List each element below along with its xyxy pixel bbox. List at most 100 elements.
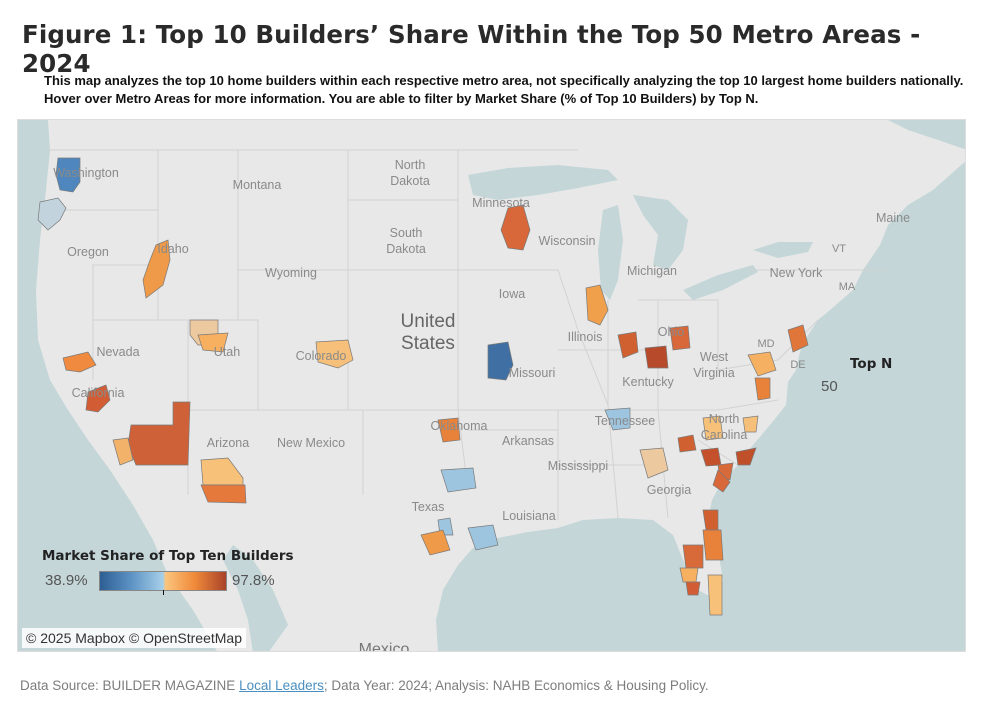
hudson-bay-inlet	[888, 120, 965, 150]
figure-title: Figure 1: Top 10 Builders’ Share Within …	[22, 20, 921, 78]
metro-wilmington	[742, 415, 759, 433]
state-label-nevada: Nevada	[96, 345, 140, 359]
legend-color-ramp[interactable]	[99, 571, 227, 591]
state-label-colorado: Colorado	[295, 349, 347, 363]
metro-nashville	[604, 407, 631, 431]
legend-title: Market Share of Top Ten Builders	[42, 548, 294, 564]
state-label-washington: Washington	[53, 166, 119, 180]
lake-erie	[683, 265, 758, 300]
state-label-delaware: DE	[790, 359, 806, 371]
map-attribution[interactable]: © 2025 Mapbox © OpenStreetMap	[22, 628, 246, 648]
metro-kansas-city	[487, 341, 514, 381]
state-label-idaho: Idaho	[157, 242, 189, 256]
state-label-montana: Montana	[232, 178, 282, 192]
lake-superior	[468, 165, 618, 200]
local-leaders-link[interactable]: Local Leaders	[239, 678, 324, 693]
metro-tucson	[200, 484, 247, 504]
metro-sacramento	[62, 351, 97, 373]
legend-min: 38.9%	[45, 572, 88, 589]
metro-dallas	[440, 467, 477, 493]
metro-jacksonville	[702, 509, 719, 531]
metro-miami	[707, 574, 723, 616]
metro-los-angeles	[112, 437, 134, 466]
metro-atlanta	[639, 447, 669, 479]
metro-seattle	[55, 157, 81, 193]
state-label-ohio: Ohio	[657, 325, 685, 339]
state-label-georgia: Georgia	[646, 483, 692, 497]
lake-ontario	[753, 242, 813, 258]
legend-midpoint-tick	[163, 590, 164, 595]
metro-fort-myers	[685, 581, 701, 596]
metro-tampa	[682, 544, 704, 569]
footer-suffix: ; Data Year: 2024; Analysis: NAHB Econom…	[323, 678, 709, 693]
state-label-south-dakota: South Dakota	[386, 226, 426, 256]
state-label-maryland: MD	[757, 338, 775, 350]
metro-savannah	[712, 469, 731, 493]
metro-orlando	[702, 529, 724, 561]
metro-portland	[37, 197, 67, 231]
state-label-north-carolina: North Carolina	[700, 412, 748, 442]
state-label-new-york: New York	[769, 266, 823, 280]
metro-provo	[197, 332, 229, 353]
map-canvas[interactable]	[18, 120, 966, 652]
state-label-arizona: Arizona	[206, 436, 250, 450]
state-label-oregon: Oregon	[67, 245, 109, 259]
metro-boise	[142, 239, 171, 299]
metro-minneapolis	[500, 204, 531, 251]
land	[36, 120, 965, 651]
metro-oklahoma-city	[437, 417, 461, 443]
state-label-kentucky: Kentucky	[622, 375, 674, 389]
state-label-missouri: Missouri	[508, 366, 556, 380]
state-label-arkansas: Arkansas	[501, 434, 555, 448]
map[interactable]: Washington Montana North Dakota Minnesot…	[17, 119, 966, 652]
country-label-mexico: Mexico	[358, 641, 410, 652]
state-label-utah: Utah	[213, 345, 241, 359]
state-label-wyoming: Wyoming	[265, 266, 317, 280]
state-label-mississippi: Mississippi	[547, 459, 609, 473]
state-label-tennessee: Tennessee	[594, 414, 656, 428]
state-label-oklahoma: Oklahoma	[430, 419, 488, 433]
metro-philadelphia	[787, 324, 809, 353]
metro-raleigh	[702, 415, 724, 441]
lake-huron	[633, 195, 688, 270]
metro-san-antonio	[420, 529, 451, 556]
metro-houston	[467, 524, 499, 551]
metro-charlotte	[677, 434, 697, 453]
legend-max: 97.8%	[232, 572, 275, 589]
state-label-california: California	[71, 386, 125, 400]
top-n-filter-title: Top N	[850, 356, 893, 372]
metro-sarasota	[679, 567, 699, 583]
metro-washington-dc	[747, 351, 777, 377]
footer-source: Data Source: BUILDER MAGAZINE Local Lead…	[20, 678, 709, 693]
country-label-line-2: States	[401, 333, 455, 354]
state-label-texas: Texas	[411, 500, 445, 514]
state-label-maine: Maine	[875, 211, 911, 225]
state-label-massachusetts: MA	[838, 281, 856, 293]
metro-charleston	[735, 447, 757, 466]
country-label-line-1: United	[400, 311, 456, 332]
metro-sf-bay	[85, 384, 111, 413]
metro-areas[interactable]	[37, 157, 809, 616]
state-label-vermont: VT	[831, 243, 847, 255]
state-label-illinois: Illinois	[567, 330, 603, 344]
state-label-louisiana: Louisiana	[502, 509, 556, 523]
state-label-michigan: Michigan	[626, 264, 678, 278]
metro-denver	[315, 339, 354, 369]
figure-subtitle: This map analyzes the top 10 home builde…	[44, 73, 964, 106]
state-label-new-mexico: New Mexico	[276, 436, 346, 450]
lake-michigan	[598, 205, 623, 300]
metro-cincinnati	[644, 345, 669, 369]
state-label-west-virginia: West Virginia	[693, 350, 735, 380]
metro-columbus	[669, 325, 691, 351]
footer-prefix: Data Source: BUILDER MAGAZINE	[20, 678, 240, 693]
country-label-united-states: United States	[401, 311, 456, 355]
metro-richmond	[754, 377, 771, 401]
top-n-filter-value[interactable]: 50	[821, 378, 838, 395]
metro-indianapolis	[617, 331, 639, 359]
state-label-minnesota: Minnesota	[472, 196, 530, 210]
metro-phoenix	[200, 457, 244, 486]
state-label-north-dakota: North Dakota	[390, 158, 430, 188]
metro-chicago	[585, 284, 609, 326]
state-label-iowa: Iowa	[498, 287, 526, 301]
state-label-wisconsin: Wisconsin	[538, 234, 596, 248]
